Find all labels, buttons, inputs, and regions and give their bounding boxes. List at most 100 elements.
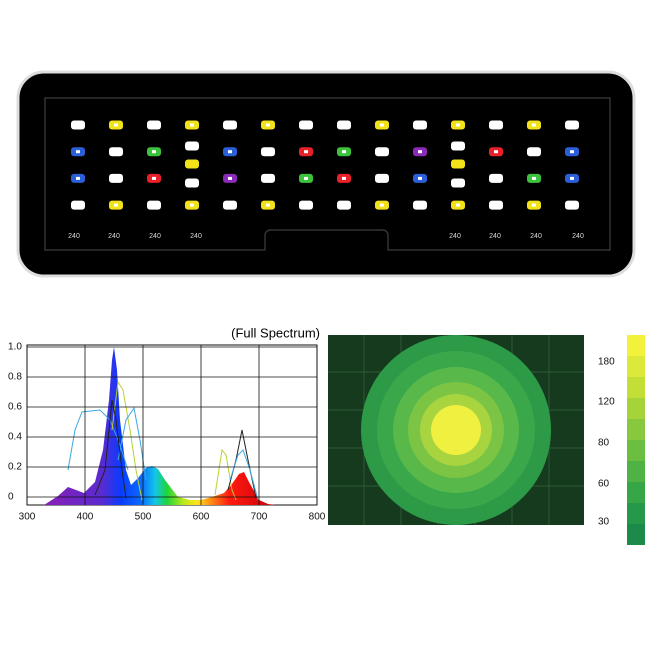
driver-label: 240 <box>572 233 584 240</box>
x-tick-label: 700 <box>251 512 268 523</box>
colorbar-label: 120 <box>598 397 615 408</box>
led-core <box>76 176 80 180</box>
x-tick-label: 600 <box>193 512 210 523</box>
led-core <box>380 176 384 180</box>
colorbar-label: 30 <box>598 517 610 528</box>
led-core <box>570 176 574 180</box>
led-core <box>494 176 498 180</box>
par-ring <box>431 405 481 455</box>
led-core <box>570 150 574 154</box>
colorbar-segment <box>627 377 645 398</box>
led-core <box>494 123 498 127</box>
led-core <box>152 176 156 180</box>
led-core <box>418 176 422 180</box>
led-core <box>532 176 536 180</box>
led-core <box>532 123 536 127</box>
y-tick-label: 0.8 <box>8 372 22 383</box>
led-core <box>228 150 232 154</box>
x-tick-label: 300 <box>19 512 36 523</box>
led-core <box>570 123 574 127</box>
spectrum-area <box>44 347 276 505</box>
driver-label: 240 <box>149 233 161 240</box>
led <box>451 178 465 188</box>
fixture-body <box>16 70 636 278</box>
driver-label: 240 <box>108 233 120 240</box>
x-tick-label: 500 <box>135 512 152 523</box>
led <box>185 178 199 188</box>
colorbar-segment <box>627 419 645 440</box>
driver-label: 240 <box>449 233 461 240</box>
plot-frame <box>26 344 318 506</box>
spectrum-title: (Full Spectrum) <box>231 325 320 340</box>
led-core <box>114 150 118 154</box>
led-core <box>456 123 460 127</box>
led-core <box>418 203 422 207</box>
led-core <box>228 123 232 127</box>
led-core <box>114 176 118 180</box>
led-core <box>380 203 384 207</box>
colorbar-segment <box>627 356 645 377</box>
led-core <box>266 203 270 207</box>
led-core <box>152 203 156 207</box>
led-core <box>228 203 232 207</box>
led-core <box>266 123 270 127</box>
led-core <box>342 150 346 154</box>
led-core <box>304 150 308 154</box>
led-core <box>380 123 384 127</box>
led-core <box>266 176 270 180</box>
led-core <box>418 150 422 154</box>
y-tick-label: 0.2 <box>8 462 22 473</box>
led-core <box>152 150 156 154</box>
led-core <box>342 123 346 127</box>
colorbar-segment <box>627 335 645 356</box>
colorbar-label: 180 <box>598 357 615 368</box>
colorbar-segment <box>627 524 645 545</box>
led-core <box>418 123 422 127</box>
spectrum-curve <box>229 449 259 501</box>
y-tick-label: 0.4 <box>8 432 22 443</box>
led-core <box>456 203 460 207</box>
led-core <box>190 123 194 127</box>
colorbar-segment <box>627 482 645 503</box>
led-core <box>76 203 80 207</box>
led-core <box>304 176 308 180</box>
x-tick-label: 800 <box>309 512 326 523</box>
spectrum-curve <box>214 448 237 501</box>
led-core <box>342 176 346 180</box>
y-tick-label: 0 <box>8 492 14 503</box>
colorbar-segment <box>627 440 645 461</box>
led-core <box>114 123 118 127</box>
led-core <box>570 203 574 207</box>
led-core <box>532 203 536 207</box>
driver-label: 240 <box>489 233 501 240</box>
led-core <box>532 150 536 154</box>
colorbar-segment <box>627 398 645 419</box>
led <box>185 141 199 151</box>
spectrum-curve <box>94 399 127 499</box>
led-core <box>76 150 80 154</box>
led-core <box>494 203 498 207</box>
led-core <box>494 150 498 154</box>
driver-label: 240 <box>530 233 542 240</box>
x-tick-label: 400 <box>77 512 94 523</box>
led-core <box>342 203 346 207</box>
led-core <box>304 203 308 207</box>
led-core <box>114 203 118 207</box>
led-core <box>76 123 80 127</box>
led <box>451 159 465 169</box>
led-core <box>228 176 232 180</box>
driver-label: 240 <box>190 233 202 240</box>
par-map: 180 120 80 60 30 <box>328 335 645 545</box>
y-tick-label: 0.6 <box>8 402 22 413</box>
led-core <box>266 150 270 154</box>
led <box>451 141 465 151</box>
fixture: 240 240 240 240 240 240 240 240 <box>16 70 636 278</box>
led <box>185 159 199 169</box>
y-tick-label: 1.0 <box>8 342 22 353</box>
fixture-panel <box>44 97 611 251</box>
colorbar: 180 120 80 60 30 <box>598 335 645 545</box>
spectrum-curve <box>117 406 147 481</box>
colorbar-segment <box>627 503 645 524</box>
spectrum-chart: (Full Spectrum) 300 400 500 600 700 800 0 0.2 0.… <box>8 325 326 522</box>
